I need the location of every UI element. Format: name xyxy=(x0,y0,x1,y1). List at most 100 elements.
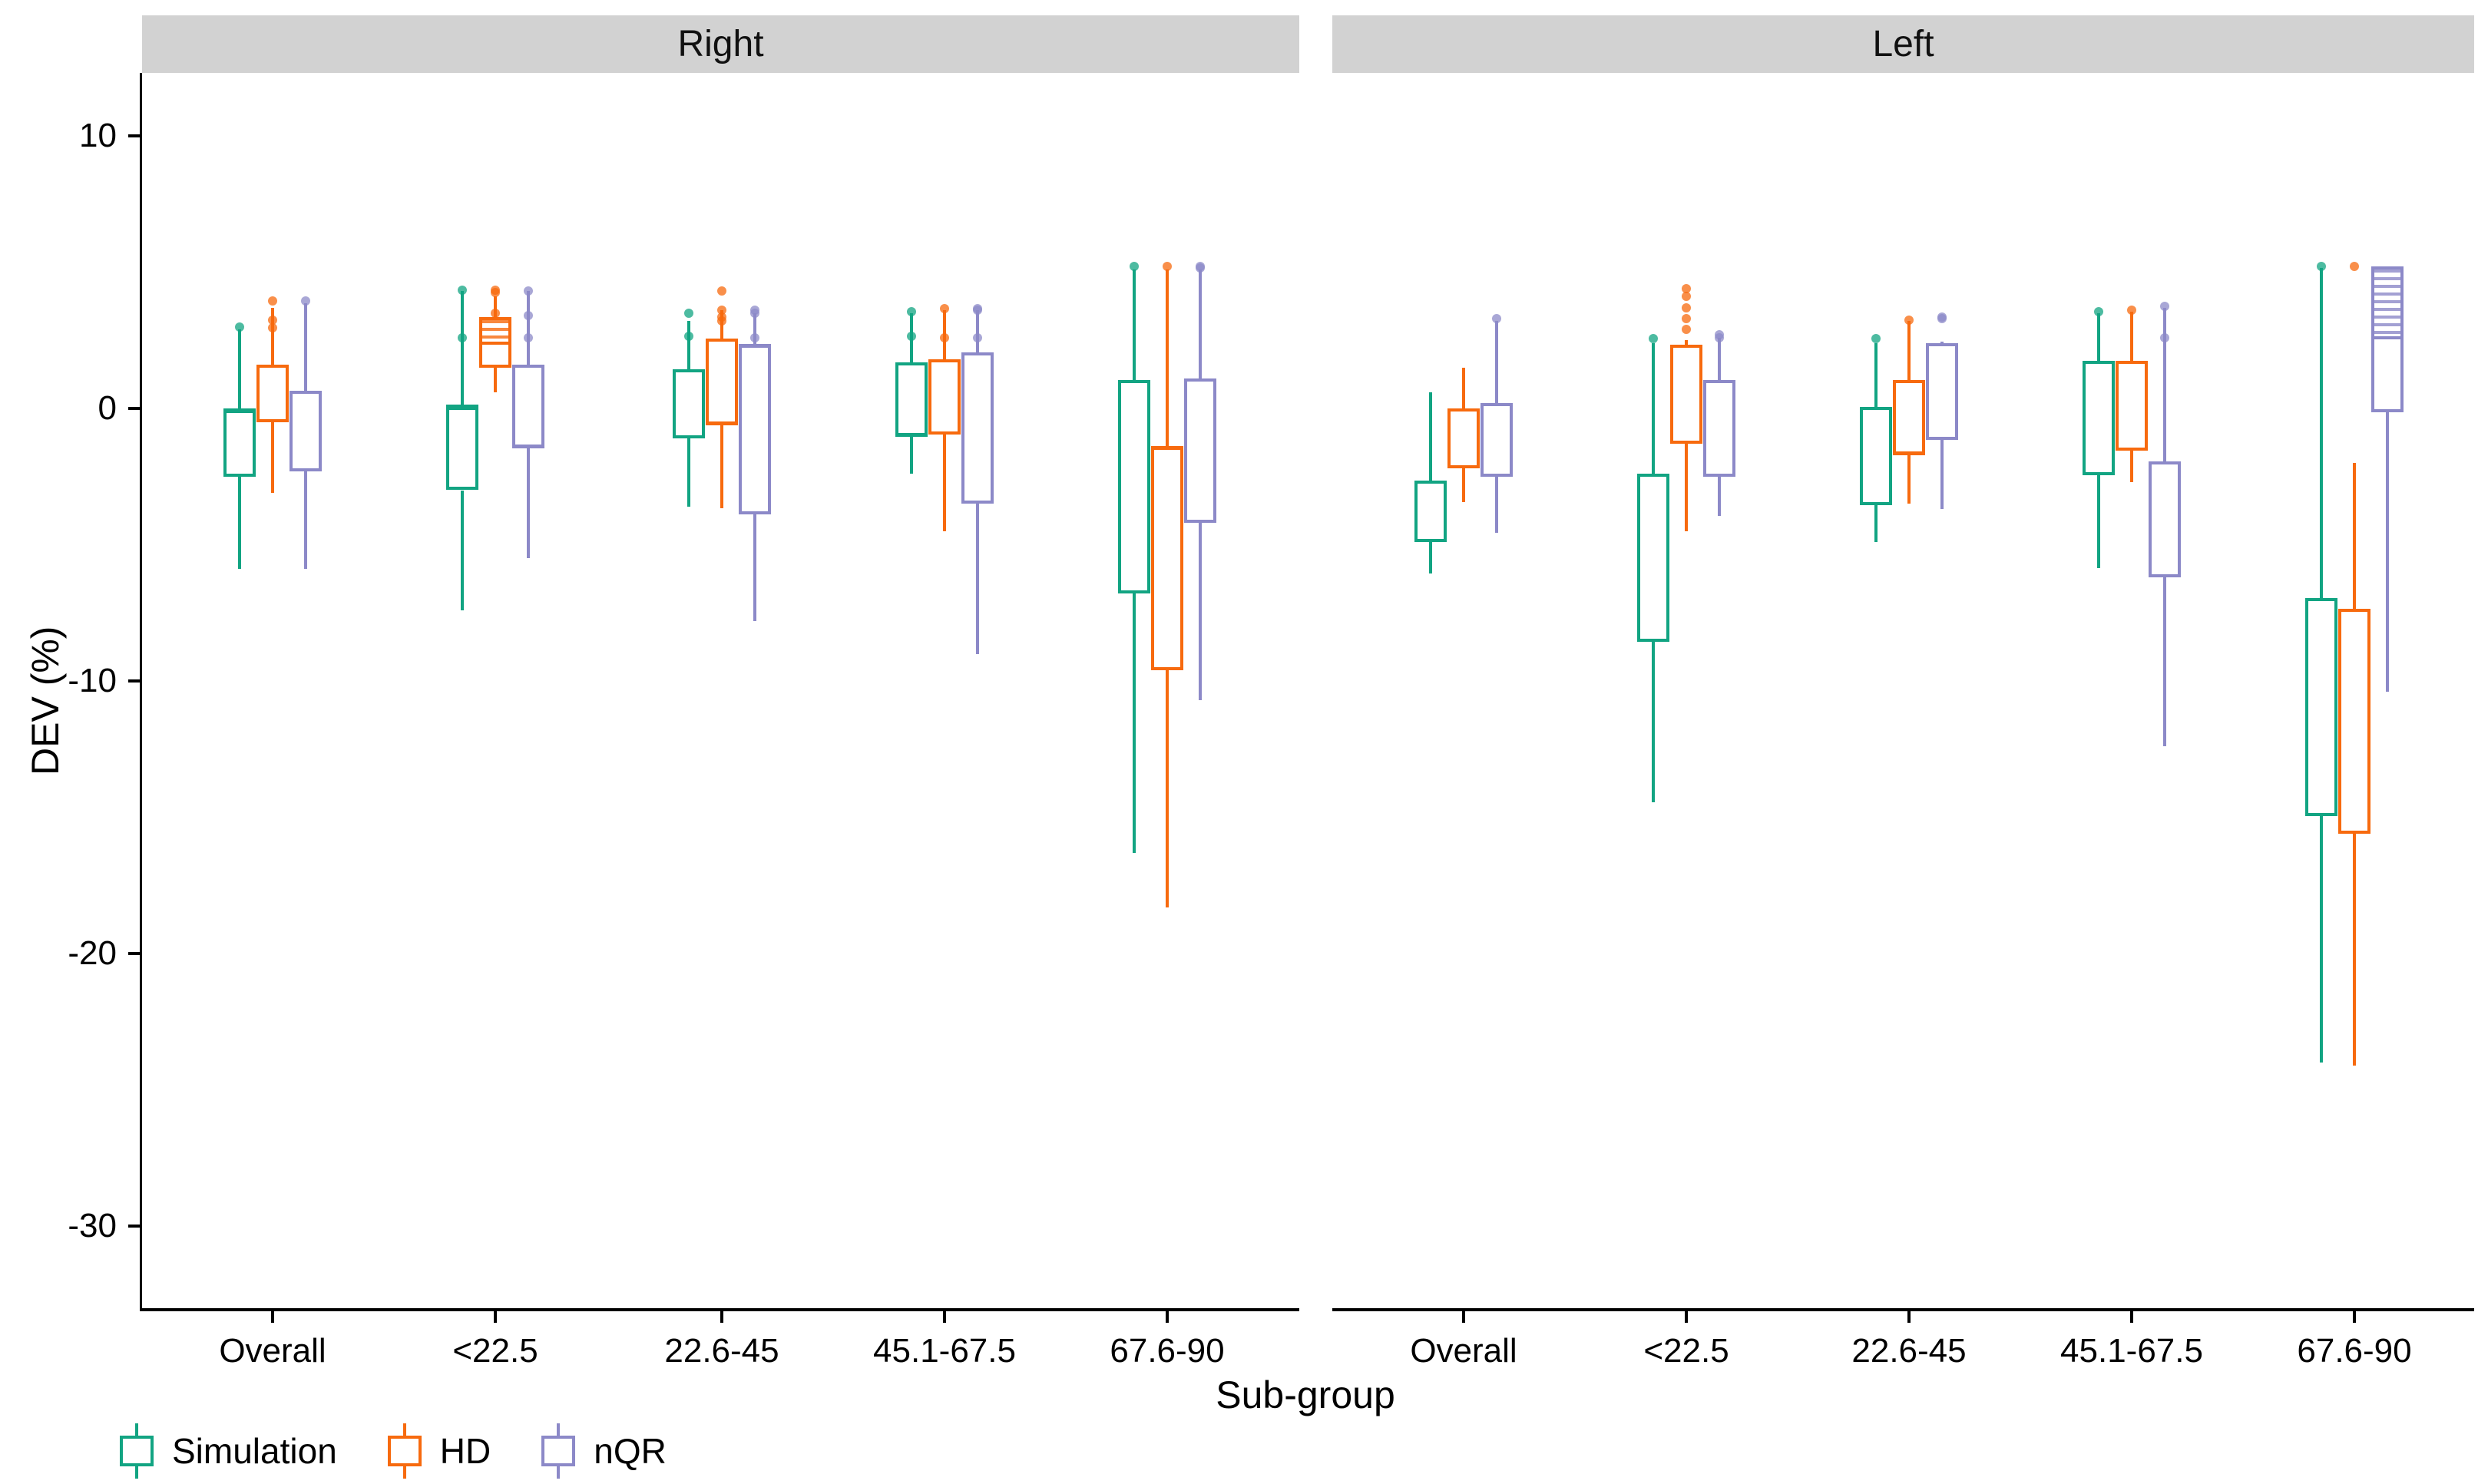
boxplot-lower-whisker xyxy=(2320,815,2323,1063)
boxplot-box xyxy=(256,365,289,422)
boxplot-box xyxy=(512,365,544,448)
boxplot-median-line xyxy=(2305,597,2337,601)
x-axis-tick xyxy=(2130,1309,2133,1323)
boxplot-upper-whisker xyxy=(304,303,307,391)
boxplot-outlier-dot xyxy=(940,304,949,314)
boxplot-lower-whisker xyxy=(494,367,497,392)
boxplot-lower-whisker xyxy=(1133,593,1136,853)
boxplot-lower-whisker xyxy=(1166,669,1169,907)
boxplot-outlier-dot xyxy=(750,308,759,318)
hd-boxplot-key-icon xyxy=(383,1422,426,1480)
boxplot-outlier-dot xyxy=(524,311,533,321)
boxplot-upper-whisker xyxy=(1495,321,1498,403)
boxplot-upper-whisker xyxy=(494,296,497,318)
boxplot-outlier-dot xyxy=(1196,263,1205,273)
boxplot-outlier-dot xyxy=(235,322,244,332)
y-tick-label: -20 xyxy=(68,934,117,972)
x-tick-label: 22.6-45 xyxy=(664,1332,779,1370)
boxplot-upper-whisker xyxy=(1429,392,1432,481)
facet-strip-left-label: Left xyxy=(1872,24,1934,64)
boxplot-median-line xyxy=(1926,437,1958,441)
x-tick-label: <22.5 xyxy=(1643,1332,1729,1370)
boxplot-lower-whisker xyxy=(461,490,464,610)
legend-item-hd: HD xyxy=(383,1422,491,1480)
boxplot-box xyxy=(706,339,738,425)
boxplot-lower-whisker xyxy=(1907,454,1911,504)
nqr-boxplot-key-icon xyxy=(537,1422,580,1480)
boxplot-box xyxy=(673,369,705,439)
boxplot-box xyxy=(1926,342,1958,440)
boxplot-box xyxy=(1481,402,1513,477)
boxplot-outlier-dot xyxy=(268,296,277,306)
x-axis-line-left-panel xyxy=(1332,1308,2474,1311)
boxplot-upper-whisker xyxy=(2320,268,2323,598)
boxplot-box xyxy=(2305,597,2337,816)
boxplot-upper-whisker xyxy=(1907,321,1911,380)
legend-item-nqr: nQR xyxy=(537,1422,667,1480)
y-axis-line xyxy=(140,73,142,1310)
boxplot-outlier-dot xyxy=(940,332,949,342)
boxplot-box xyxy=(1893,379,1925,455)
boxplot-lower-whisker xyxy=(1718,476,1721,517)
boxplot-outlier-dot xyxy=(2317,262,2326,272)
x-axis-tick xyxy=(1907,1309,1911,1323)
boxplot-lower-whisker xyxy=(304,471,307,570)
boxplot-box xyxy=(1670,344,1702,445)
boxplot-median-line xyxy=(1414,539,1447,543)
boxplot-dense-points-band xyxy=(482,320,508,343)
x-tick-label: <22.5 xyxy=(452,1332,538,1370)
boxplot-lower-whisker xyxy=(238,476,241,570)
facet-strip-right-label: Right xyxy=(677,24,764,64)
boxplot-outlier-dot xyxy=(1163,262,1172,272)
boxplot-lower-whisker xyxy=(753,514,756,621)
x-axis-tick xyxy=(1462,1309,1465,1323)
boxplot-box xyxy=(1184,378,1216,524)
x-tick-label: 67.6-90 xyxy=(2297,1332,2412,1370)
x-axis-tick xyxy=(943,1309,946,1323)
x-tick-label: 45.1-67.5 xyxy=(2060,1332,2203,1370)
boxplot-outlier-dot xyxy=(717,286,726,296)
boxplot-median-line xyxy=(895,432,928,436)
boxplot-lower-whisker xyxy=(2386,412,2389,692)
boxplot-lower-whisker xyxy=(527,448,530,559)
boxplot-upper-whisker xyxy=(271,307,274,365)
y-axis-tick xyxy=(128,952,142,955)
boxplot-median-line xyxy=(2149,461,2181,464)
boxplot-upper-whisker xyxy=(1652,342,1655,474)
boxplot-upper-whisker xyxy=(2353,463,2356,609)
boxplot-median-line xyxy=(2116,448,2148,451)
boxplot-box xyxy=(739,344,771,515)
boxplot-upper-whisker xyxy=(1133,269,1136,380)
boxplot-median-line xyxy=(2338,608,2370,612)
boxplot-outlier-dot xyxy=(2127,306,2136,316)
boxplot-upper-whisker xyxy=(1685,340,1688,345)
boxplot-outlier-dot xyxy=(491,288,500,298)
boxplot-median-line xyxy=(1860,407,1892,410)
boxplot-median-line xyxy=(1670,441,1702,445)
facet-strip-left: Left xyxy=(1332,15,2474,73)
boxplot-upper-whisker xyxy=(527,291,530,365)
x-axis-title: Sub-group xyxy=(1216,1373,1395,1416)
boxplot-lower-whisker xyxy=(1199,523,1202,700)
boxplot-box xyxy=(289,390,322,471)
x-tick-label: 45.1-67.5 xyxy=(873,1332,1016,1370)
boxplot-outlier-dot xyxy=(1130,262,1139,272)
y-axis-tick xyxy=(128,679,142,683)
boxplot-box xyxy=(928,359,961,435)
y-tick-label: -10 xyxy=(68,662,117,699)
boxplot-outlier-dot xyxy=(1871,334,1881,344)
boxplot-median-line xyxy=(1151,446,1183,450)
simulation-boxplot-key-icon xyxy=(115,1422,158,1480)
boxplot-median-line xyxy=(1184,378,1216,382)
boxplot-box xyxy=(1414,481,1447,542)
x-axis-tick xyxy=(1166,1309,1169,1323)
boxplot-lower-whisker xyxy=(2353,833,2356,1066)
x-axis-tick xyxy=(2353,1309,2356,1323)
boxplot-outlier-dot xyxy=(717,316,726,326)
boxplot-outlier-dot xyxy=(2160,332,2169,342)
boxplot-upper-whisker xyxy=(753,312,756,345)
boxplot-outlier-dot xyxy=(973,332,982,342)
y-tick-label: 0 xyxy=(98,389,117,427)
y-axis-tick xyxy=(128,407,142,410)
y-axis-title: DEV (%) xyxy=(24,626,67,775)
